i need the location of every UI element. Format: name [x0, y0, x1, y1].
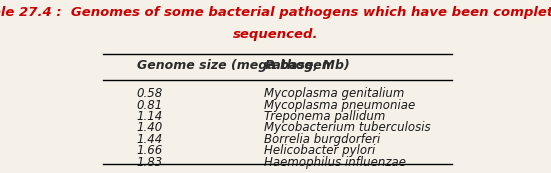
Text: 0.58: 0.58 [137, 87, 163, 100]
Text: Mycoplasma genitalium: Mycoplasma genitalium [264, 87, 404, 100]
Text: Mycobacterium tuberculosis: Mycobacterium tuberculosis [264, 121, 431, 134]
Text: Genome size (mega base, Mb): Genome size (mega base, Mb) [137, 58, 349, 72]
Text: 1.14: 1.14 [137, 110, 163, 123]
Text: 1.44: 1.44 [137, 133, 163, 146]
Text: Borrelia burgdorferi: Borrelia burgdorferi [264, 133, 381, 146]
Text: Table 27.4 :  Genomes of some bacterial pathogens which have been completely: Table 27.4 : Genomes of some bacterial p… [0, 6, 551, 19]
Text: 1.66: 1.66 [137, 144, 163, 157]
Text: Helicobacter pylori: Helicobacter pylori [264, 144, 375, 157]
Text: Treponema pallidum: Treponema pallidum [264, 110, 386, 123]
Text: 1.40: 1.40 [137, 121, 163, 134]
Text: Haemophilus influenzae: Haemophilus influenzae [264, 156, 406, 169]
Text: 0.81: 0.81 [137, 99, 163, 112]
Text: Pathogen: Pathogen [264, 58, 331, 72]
Text: 1.83: 1.83 [137, 156, 163, 169]
Text: Mycoplasma pneumoniae: Mycoplasma pneumoniae [264, 99, 415, 112]
Text: sequenced.: sequenced. [233, 28, 318, 41]
